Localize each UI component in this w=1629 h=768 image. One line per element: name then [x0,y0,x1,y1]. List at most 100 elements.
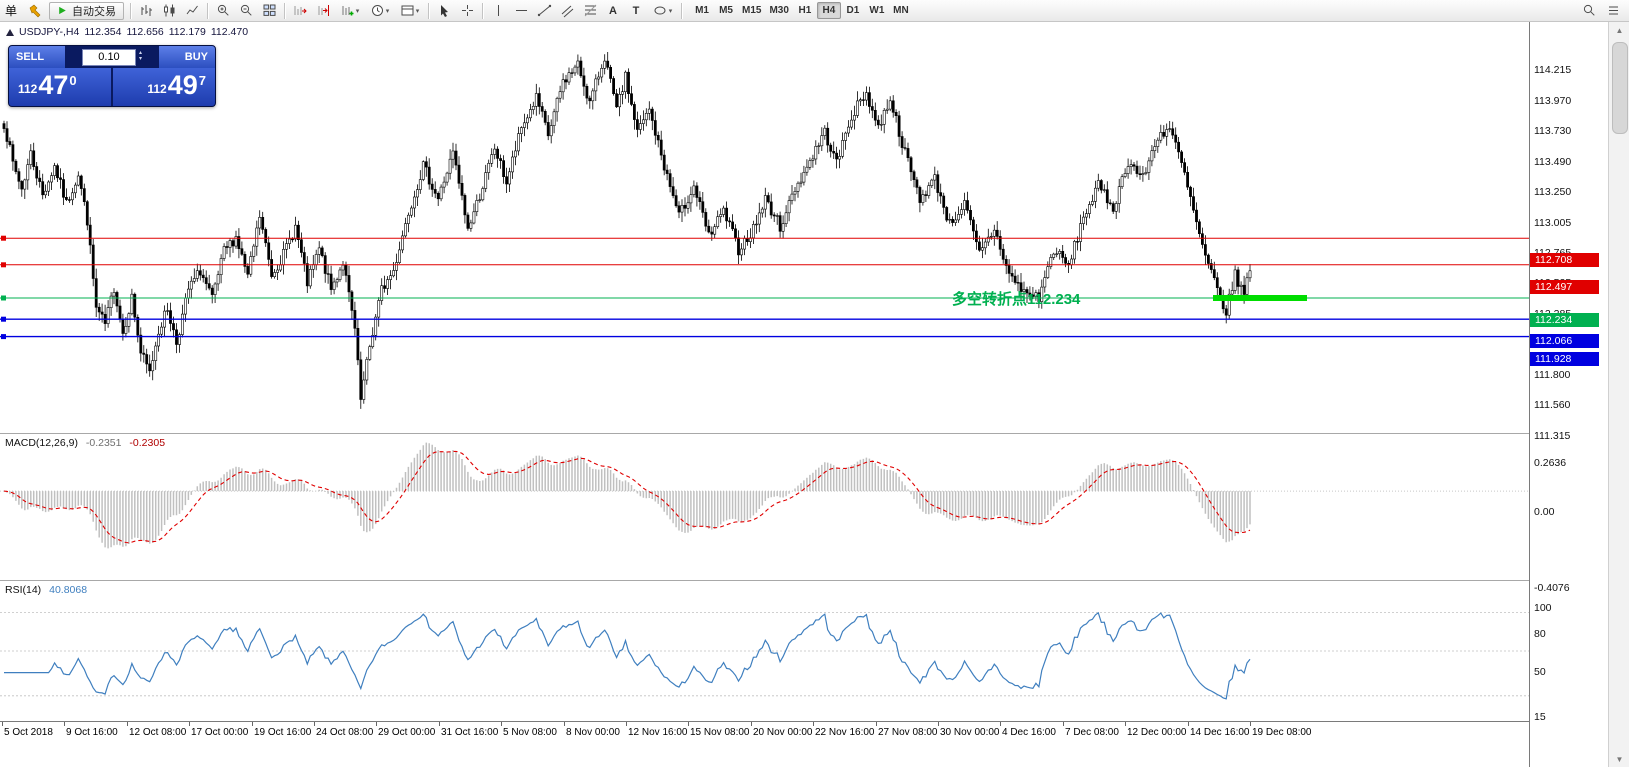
volume-control [65,46,159,68]
line-chart-button[interactable] [181,2,203,20]
macd-label: MACD(12,26,9) -0.2351 -0.2305 [5,437,165,449]
buy-price-button[interactable]: 112 49 7 [113,68,215,106]
timeframe-w1[interactable]: W1 [865,2,889,19]
label-tool-button[interactable]: T [625,2,647,20]
low-value: 112.179 [168,26,206,38]
vertical-line-button[interactable] [487,2,509,20]
scrollbar-down-button[interactable] [1609,751,1629,767]
sell-price-button[interactable]: 112 47 0 [9,68,111,106]
time-tick [1250,722,1251,726]
timeframe-m5[interactable]: M5 [714,2,738,19]
timeframe-m30[interactable]: M30 [765,2,792,19]
channel-icon [561,5,573,18]
vertical-scrollbar [1608,22,1629,767]
toolbar-separator [681,2,683,19]
menu-item[interactable]: 单 [5,4,18,18]
close-value: 112.470 [210,26,249,38]
autotrading-button[interactable]: 自动交易 [49,1,125,20]
price-level-tag[interactable]: 112.234 [1530,313,1599,327]
time-axis-label: 20 Nov 00:00 [753,727,813,738]
price-level-tag[interactable]: 112.066 [1530,334,1599,348]
time-axis-label: 7 Dec 08:00 [1065,727,1119,738]
crosshair-button[interactable] [456,2,478,20]
timeframe-d1[interactable]: D1 [841,2,865,19]
toolbar-separator [207,2,209,19]
chart-annotation-text[interactable]: 多空转折点112.234 [952,291,1081,308]
price-level-tag[interactable]: 112.708 [1530,253,1599,267]
equidistant-channel-button[interactable] [556,2,578,20]
chart-shift-button[interactable] [312,2,334,20]
new-chart-icon [342,6,354,16]
new-chart-dropdown[interactable] [335,2,364,20]
fibonacci-icon [584,4,596,17]
buy-price-prefix: 112 [147,82,167,96]
time-axis-label: 24 Oct 08:00 [316,727,374,738]
macd-panel[interactable]: MACD(12,26,9) -0.2351 -0.2305 [0,433,1529,579]
tile-windows-button[interactable] [258,2,280,20]
auto-scroll-button[interactable] [289,2,311,20]
timeframe-h1[interactable]: H1 [793,2,817,19]
volume-input[interactable] [81,48,136,66]
time-axis-label: 19 Oct 16:00 [254,727,312,738]
chart-shift-icon [318,5,329,16]
macd-axis-label: 0.00 [1534,506,1555,518]
timeframe-m15[interactable]: M15 [738,2,765,19]
price-level-tag[interactable]: 111.928 [1530,352,1599,366]
rsi-label: RSI(14) 40.8068 [5,584,87,596]
shapes-dropdown[interactable] [648,2,677,20]
price-chart-panel[interactable]: USDJPY-,H4 112.354 112.656 112.179 112.4… [0,22,1529,431]
trendline-button[interactable] [533,2,555,20]
sell-button[interactable]: SELL [9,46,65,68]
buy-button[interactable]: BUY [159,46,215,68]
macd-canvas[interactable] [0,434,1529,579]
price-level-tag[interactable]: 112.497 [1530,280,1599,294]
time-axis[interactable]: 5 Oct 2018 9 Oct 16:00 12 Oct 08:00 17 Oct … [0,721,1529,768]
horizontal-line-icon [515,10,527,11]
time-axis-label: 4 Dec 16:00 [1002,727,1056,738]
sell-price-pip: 0 [69,73,77,88]
zoom-out-button[interactable] [235,2,257,20]
vertical-line-icon [497,5,499,16]
rsi-panel[interactable]: RSI(14) 40.8068 [0,580,1529,720]
fibonacci-button[interactable] [579,2,601,20]
timeframe-mn[interactable]: MN [889,2,913,19]
timeframe-m1[interactable]: M1 [690,2,714,19]
autotrading-label: 自动交易 [72,5,117,18]
horizontal-line-button[interactable] [510,2,532,20]
line-chart-icon [186,5,198,15]
shapes-icon [654,6,666,15]
scrollbar-thumb[interactable] [1612,42,1628,134]
clock-icon [371,5,383,16]
timeframe-h4[interactable]: H4 [816,2,841,19]
price-chart-canvas[interactable] [0,22,1529,431]
zoom-in-button[interactable] [212,2,234,20]
profiles-dropdown[interactable] [365,2,394,20]
bar-chart-button[interactable] [135,2,157,20]
symbol-period-label: USDJPY-,H4 [19,26,80,38]
time-axis-label: 12 Dec 00:00 [1127,727,1187,738]
scrollbar-up-button[interactable] [1609,22,1629,38]
search-button[interactable] [1578,2,1600,20]
volume-down-button[interactable] [139,57,142,63]
text-tool-icon: A [609,4,617,17]
time-tick [1188,722,1189,726]
rsi-canvas[interactable] [0,581,1529,720]
price-axis-label: 111.560 [1534,399,1571,411]
time-axis-label: 8 Nov 00:00 [566,727,620,738]
cursor-button[interactable] [433,2,455,20]
ohlc-header: USDJPY-,H4 112.354 112.656 112.179 112.4… [6,26,248,38]
text-tool-button[interactable]: A [602,2,624,20]
time-tick [688,722,689,726]
price-axis[interactable]: 114.215 113.970 113.730 113.490 113.250 113.0… [1529,22,1609,767]
templates-dropdown[interactable] [395,2,424,20]
time-tick [2,722,3,726]
time-tick [501,722,502,726]
candlestick-chart-button[interactable] [158,2,180,20]
toolbar: 单 自动交易 [0,0,1629,22]
trendline-icon [537,4,551,17]
label-tool-icon: T [632,4,640,17]
new-order-button[interactable] [24,2,46,20]
rsi-axis-label: 80 [1534,628,1546,640]
green-level-segment[interactable] [1213,295,1307,301]
toolbar-menu-button[interactable] [1602,2,1624,20]
